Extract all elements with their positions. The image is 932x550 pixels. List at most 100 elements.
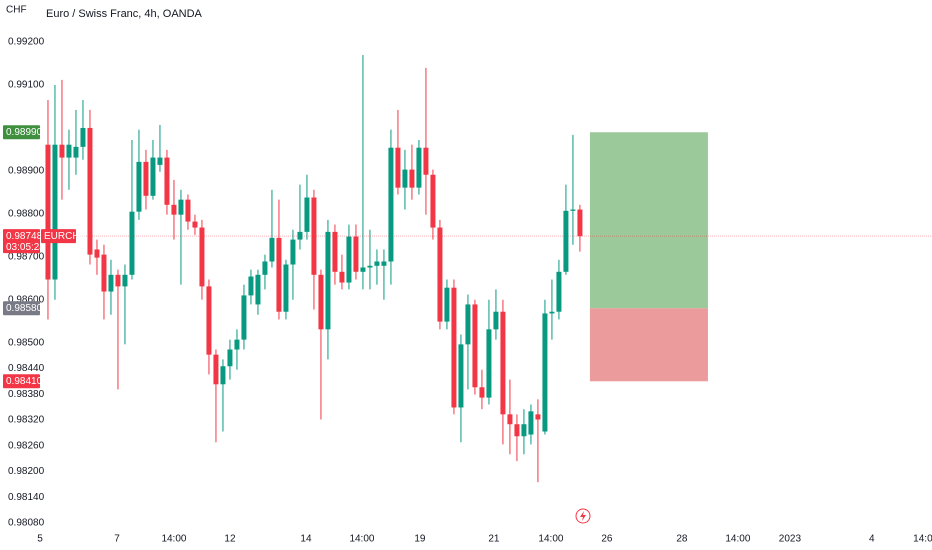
- x-tick-label: 14:00: [913, 534, 932, 545]
- candle-body: [493, 311, 499, 330]
- candle-body: [234, 339, 240, 350]
- candle-body: [150, 157, 156, 196]
- candle-body: [290, 239, 296, 265]
- candle-body: [269, 237, 275, 262]
- candle-body: [73, 146, 79, 158]
- candle-body: [129, 211, 135, 275]
- x-tick-label: 26: [601, 534, 613, 545]
- candle-body: [409, 169, 415, 188]
- candle-body: [367, 265, 373, 268]
- candle-body: [178, 199, 184, 215]
- y-tick-label: 0.98700: [8, 251, 45, 262]
- candle-body: [248, 276, 254, 296]
- candle-body: [423, 147, 429, 175]
- x-tick-label: 14:00: [725, 534, 750, 545]
- candle-body: [136, 161, 142, 212]
- candle-body: [185, 199, 191, 222]
- y-tick-label: 0.98200: [8, 466, 45, 477]
- y-axis-label: CHF: [6, 5, 27, 16]
- candle-body: [332, 231, 338, 272]
- candle-body: [570, 209, 576, 211]
- y-tick-label: 0.98800: [8, 208, 45, 219]
- x-tick-label: 5: [37, 534, 43, 545]
- candle-body: [199, 227, 205, 287]
- candle-body: [465, 304, 471, 345]
- candle-body: [157, 157, 163, 165]
- y-tick-label: 0.98440: [8, 363, 45, 374]
- candle-body: [416, 147, 422, 188]
- candle-body: [549, 311, 555, 314]
- candle-body: [444, 287, 450, 322]
- y-tick-label: 0.98140: [8, 492, 45, 503]
- y-tick-label: 0.99200: [8, 37, 45, 48]
- candle-body: [500, 311, 506, 415]
- candle-body: [437, 227, 443, 322]
- candle-body: [318, 274, 324, 330]
- candle-body: [451, 287, 457, 408]
- candle-body: [556, 271, 562, 312]
- candle-body: [486, 329, 492, 398]
- target-label-box: [3, 125, 40, 140]
- candle-body: [45, 144, 51, 280]
- candle-body: [360, 267, 366, 272]
- candle-body: [80, 127, 86, 147]
- candle-body: [192, 221, 198, 228]
- candle-body: [542, 313, 548, 432]
- candle-body: [227, 349, 233, 367]
- countdown-label: 03:05:24: [6, 242, 45, 253]
- candle-body: [472, 304, 478, 388]
- candle-body: [122, 274, 128, 287]
- candle-body: [213, 354, 219, 385]
- candle-body: [535, 414, 541, 420]
- current-price-label: 0.98748: [6, 231, 43, 242]
- candle-body: [563, 210, 569, 272]
- candle-body: [395, 147, 401, 188]
- candle-body: [283, 264, 289, 312]
- candle-body: [94, 249, 100, 258]
- chart-title: Euro / Swiss Franc, 4h, OANDA: [46, 8, 203, 20]
- candle-body: [528, 411, 534, 435]
- candle-body: [577, 209, 583, 237]
- candle-body: [220, 366, 226, 385]
- x-tick-label: 2023: [779, 534, 802, 545]
- candle-body: [430, 174, 436, 228]
- y-tick-label: 0.98900: [8, 166, 45, 177]
- candle-body: [311, 197, 317, 275]
- symbol-box: [41, 229, 76, 244]
- candle-body: [479, 387, 485, 398]
- candle-body: [514, 424, 520, 437]
- candle-body: [521, 424, 527, 437]
- plot: 0.99200 0.99100 0.98900 0.98800 0.98700 0.986…: [8, 37, 932, 545]
- candle-body: [143, 161, 149, 196]
- current-price-box: [3, 229, 40, 254]
- y-tick-label: 0.98080: [8, 518, 45, 529]
- x-tick-label: 4: [869, 534, 875, 545]
- x-tick-label: 21: [488, 534, 500, 545]
- candle-body: [66, 144, 72, 158]
- event-icon[interactable]: [575, 508, 591, 524]
- target-label: 0.98990: [6, 127, 43, 138]
- candle-body: [346, 236, 352, 283]
- candle-body: [304, 197, 310, 232]
- stop-label-box: [3, 374, 40, 389]
- candle-body: [115, 274, 121, 287]
- candle-body: [458, 344, 464, 408]
- candle-body: [262, 261, 268, 275]
- loss-zone: [589, 308, 708, 382]
- candle-body: [255, 274, 261, 305]
- x-tick-label: 7: [114, 534, 120, 545]
- axis-labels: 0.98990 0.98580 0.98410 0.9874803:05:24EURC…: [3, 125, 86, 389]
- candle-body: [381, 261, 387, 266]
- candle-body: [52, 144, 58, 280]
- candle-body: [276, 237, 282, 312]
- candle-body: [59, 144, 65, 158]
- y-tick-label: 0.98380: [8, 389, 45, 400]
- candle-body: [388, 147, 394, 262]
- x-tick-label: 19: [414, 534, 426, 545]
- profit-zone: [589, 132, 708, 309]
- candle-body: [171, 204, 177, 215]
- candle-body: [402, 169, 408, 188]
- candle-body: [353, 236, 359, 272]
